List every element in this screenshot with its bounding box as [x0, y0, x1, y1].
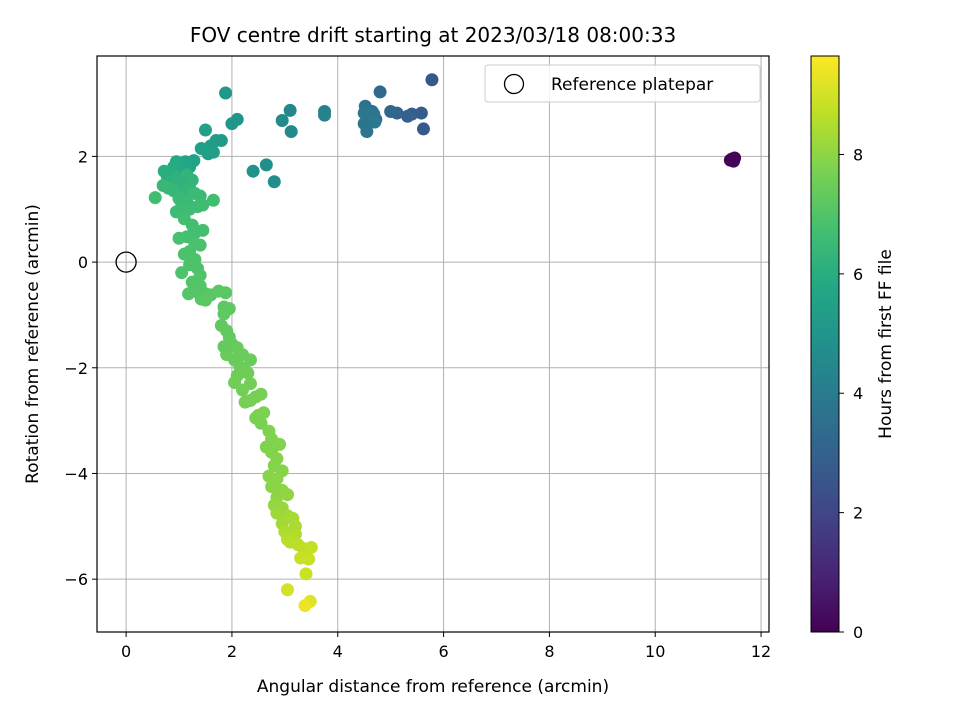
data-point: [254, 387, 268, 401]
data-point: [196, 198, 210, 212]
data-point: [416, 122, 430, 136]
x-tick-label: 12: [751, 642, 771, 661]
colorbar-tick-label: 4: [853, 384, 863, 403]
data-point: [246, 164, 260, 178]
data-point: [275, 113, 289, 127]
reference-marker: [115, 251, 137, 273]
data-point: [414, 106, 428, 120]
data-point: [241, 366, 255, 380]
data-point: [196, 223, 210, 237]
data-point: [217, 307, 231, 321]
data-point: [273, 437, 287, 451]
data-point: [236, 383, 250, 397]
x-tick-label: 6: [438, 642, 448, 661]
data-point: [219, 286, 233, 300]
data-point: [280, 583, 294, 597]
data-point: [157, 164, 171, 178]
data-point: [219, 86, 233, 100]
data-point: [243, 394, 257, 408]
x-tick-label: 4: [333, 642, 343, 661]
colorbar-gradient: [810, 55, 840, 633]
data-point: [198, 293, 212, 307]
data-point: [284, 125, 298, 139]
data-point: [425, 73, 439, 87]
colorbar-tick-label: 6: [853, 265, 863, 284]
data-point: [193, 238, 207, 252]
data-point: [304, 540, 318, 554]
data-point: [225, 117, 239, 131]
data-point: [156, 178, 170, 192]
data-point: [373, 85, 387, 99]
chart-title: FOV centre drift starting at 2023/03/18 …: [190, 23, 676, 47]
data-point: [148, 191, 162, 205]
data-point: [267, 175, 281, 189]
colorbar-tick-label: 0: [853, 623, 863, 642]
legend-marker: [503, 73, 525, 95]
plot-frame: [96, 55, 770, 633]
data-point: [360, 125, 374, 139]
data-point: [299, 567, 313, 581]
data-point: [259, 158, 273, 172]
data-point: [725, 152, 739, 166]
data-point: [384, 104, 398, 118]
y-tick-label: −2: [64, 359, 88, 378]
x-tick-label: 10: [645, 642, 665, 661]
data-point: [280, 488, 294, 502]
data-point: [254, 416, 268, 430]
x-axis-label: Angular distance from reference (arcmin): [257, 677, 609, 697]
y-tick-label: −4: [64, 464, 88, 483]
data-point: [265, 480, 279, 494]
data-point: [283, 103, 297, 117]
reference-layer: [115, 251, 137, 273]
x-axis-ticks: 0 2 4 6 8 10 12: [121, 632, 771, 661]
data-point: [172, 231, 186, 245]
data-point: [357, 106, 371, 120]
data-point: [243, 353, 257, 367]
y-tick-label: 0: [78, 253, 88, 272]
data-points: [148, 73, 742, 613]
colorbar-tick-label: 2: [853, 504, 863, 523]
legend-box: [484, 64, 761, 103]
y-axis-ticks: −6 −4 −2 0 2: [64, 147, 97, 589]
data-point: [401, 109, 415, 123]
x-tick-label: 8: [544, 642, 554, 661]
x-tick-label: 2: [227, 642, 237, 661]
x-tick-label: 0: [121, 642, 131, 661]
y-tick-label: 2: [78, 147, 88, 166]
data-point: [298, 599, 312, 613]
legend: Reference platepar: [484, 64, 761, 103]
data-point: [206, 145, 220, 159]
colorbar-label: Hours from first FF file: [876, 249, 896, 439]
colorbar-tick-label: 8: [853, 145, 863, 164]
data-point: [175, 266, 189, 280]
data-point: [182, 287, 196, 301]
legend-label: Reference platepar: [551, 75, 713, 95]
data-point: [302, 552, 316, 566]
data-point: [198, 123, 212, 137]
data-point: [194, 141, 208, 155]
data-point: [206, 193, 220, 207]
data-point: [270, 506, 284, 520]
y-axis-label: Rotation from reference (arcmin): [23, 204, 43, 484]
y-tick-label: −6: [64, 570, 88, 589]
data-point: [257, 406, 271, 420]
data-point: [177, 247, 191, 261]
colorbar-ticks: 0 2 4 6 8: [839, 145, 863, 642]
data-point: [368, 115, 382, 129]
data-point: [318, 108, 332, 122]
colorbar: 0 2 4 6 8 Hours from first FF file: [810, 55, 896, 642]
